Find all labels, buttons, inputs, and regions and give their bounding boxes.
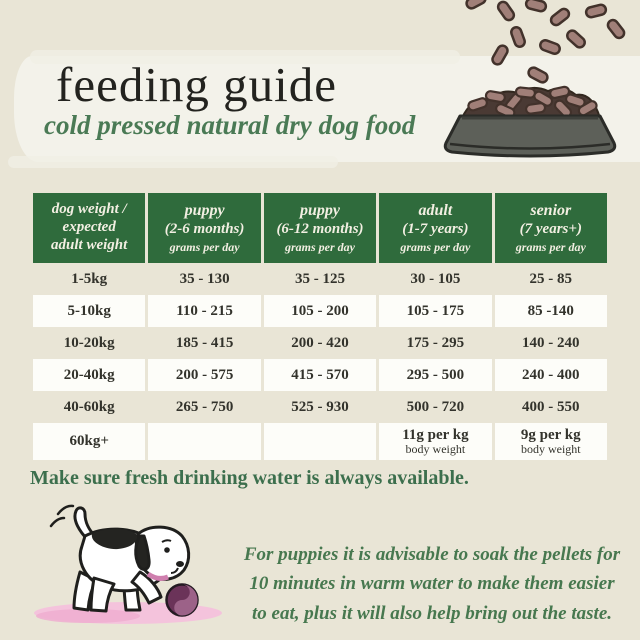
weight-cell: 20-40kg	[33, 359, 146, 391]
page-title: feeding guide	[56, 57, 338, 112]
value-cell: 200 - 420	[291, 334, 349, 351]
water-note: Make sure fresh drinking water is always…	[30, 467, 469, 489]
weight-cell: 5-10kg	[33, 295, 146, 327]
weight-cell: 10-20kg	[63, 334, 115, 351]
value-cell: 175 - 295	[406, 334, 465, 351]
puppy-collar	[146, 571, 169, 581]
bowl-icon	[443, 114, 617, 158]
weight-cell: 60kg+	[33, 423, 146, 460]
value-cell: 35 - 130	[179, 270, 230, 287]
value-cell: 11g per kg body weight	[379, 423, 492, 460]
value-cell: 140 - 240	[522, 334, 580, 351]
pink-shadow	[36, 609, 140, 623]
puppy-note-line: For puppies it is advisable to soak the …	[243, 544, 621, 565]
value-cell: 85 -140	[494, 295, 607, 327]
value-cell: 240 - 400	[494, 359, 607, 391]
value-cell: 25 - 85	[529, 270, 573, 287]
value-cell: 9g per kg body weight	[494, 423, 607, 460]
value-cell: 105 - 200	[263, 295, 377, 327]
value-cell: 400 - 550	[522, 398, 580, 415]
dog-bowl-illustration	[443, 0, 626, 158]
ball-icon	[165, 583, 199, 617]
value-cell: 110 - 215	[148, 295, 261, 327]
puppy-mouth	[170, 567, 179, 574]
value-cell	[148, 423, 261, 460]
weight-cell: 1-5kg	[71, 270, 108, 287]
value-cell: 415 - 570	[263, 359, 377, 391]
value-cell: 295 - 500	[379, 359, 492, 391]
value-cell: 500 - 720	[406, 398, 465, 415]
column-header-adult-3: adult (1-7 years) grams per day	[379, 193, 492, 263]
puppy-illustration	[34, 504, 222, 624]
falling-kibble-icon	[465, 0, 626, 84]
feeding-table: dog weight / expected adult weight puppy (2-…	[33, 193, 607, 460]
puppy-note-line: to eat, plus it will also help bring out…	[252, 602, 612, 624]
puppy-eye	[164, 547, 170, 553]
puppy-brow	[161, 539, 172, 543]
puppy-nose	[176, 561, 184, 567]
value-cell: 525 - 930	[291, 398, 349, 415]
page-subtitle: cold pressed natural dry dog food	[44, 110, 416, 140]
value-cell: 185 - 415	[175, 334, 234, 351]
column-header-puppy-2: puppy (6-12 months) grams per day	[263, 193, 377, 263]
tail-motion-lines	[49, 504, 75, 528]
value-cell: 265 - 750	[175, 398, 234, 415]
back-patch	[91, 528, 138, 550]
value-cell	[263, 423, 377, 460]
puppy-soak-note: For puppies it is advisable to soak the …	[228, 540, 636, 628]
value-cell: 105 - 175	[379, 295, 492, 327]
weight-cell: 40-60kg	[63, 398, 115, 415]
column-header-weight: dog weight / expected adult weight	[33, 193, 146, 263]
value-cell: 35 - 125	[294, 270, 345, 287]
kibble-pile-icon	[460, 85, 602, 119]
brush-streak	[30, 50, 460, 64]
value-cell: 30 - 105	[410, 270, 461, 287]
value-cell: 200 - 575	[148, 359, 261, 391]
column-header-puppy-1: puppy (2-6 months) grams per day	[148, 193, 261, 263]
brush-streak	[8, 156, 338, 168]
puppy-note-line: 10 minutes in warm water to make them ea…	[249, 573, 615, 595]
column-header-senior-4: senior (7 years+) grams per day	[494, 193, 607, 263]
